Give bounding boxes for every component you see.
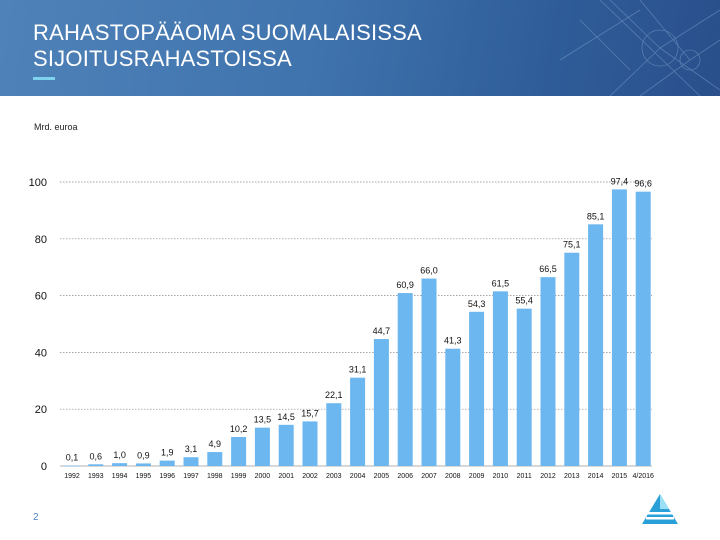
bar-value-label: 0,1 xyxy=(66,453,79,463)
bar-value-label: 10,2 xyxy=(230,424,248,434)
y-axis-unit-label: Mrd. euroa xyxy=(34,122,78,132)
bar xyxy=(516,308,532,466)
page-number: 2 xyxy=(33,512,39,523)
x-tick-label: 2000 xyxy=(255,473,271,480)
bar-value-label: 66,5 xyxy=(539,264,557,274)
bar xyxy=(207,452,223,466)
bar-value-label: 44,7 xyxy=(373,326,391,336)
y-tick-label: 60 xyxy=(35,291,47,303)
bar xyxy=(350,377,366,466)
bar-value-label: 1,0 xyxy=(113,450,126,460)
bar xyxy=(397,293,413,466)
bar-value-label: 60,9 xyxy=(396,280,414,290)
company-logo-icon xyxy=(642,494,678,524)
x-tick-label: 1995 xyxy=(136,473,152,480)
bar xyxy=(64,465,80,467)
bar xyxy=(611,189,627,466)
x-tick-label: 1992 xyxy=(64,473,80,480)
bar-value-label: 13,5 xyxy=(254,415,272,425)
x-tick-label: 4/2016 xyxy=(632,473,654,480)
bar xyxy=(421,278,437,466)
bar-value-label: 55,4 xyxy=(515,296,533,306)
bar xyxy=(492,291,508,466)
x-tick-label: 2004 xyxy=(350,473,366,480)
x-tick-label: 2006 xyxy=(397,473,413,480)
x-tick-label: 2012 xyxy=(540,473,556,480)
title-accent-line xyxy=(33,77,55,80)
bar-value-label: 3,1 xyxy=(185,444,198,454)
bar xyxy=(159,460,175,466)
bar-value-label: 31,1 xyxy=(349,365,367,375)
x-tick-label: 1997 xyxy=(183,473,199,480)
x-tick-label: 2015 xyxy=(612,473,628,480)
x-tick-label: 1996 xyxy=(159,473,175,480)
bar-value-label: 22,1 xyxy=(325,390,343,400)
bar xyxy=(88,464,104,466)
slide-title: RAHASTOPÄÄOMA SUOMALAISISSA SIJOITUSRAHA… xyxy=(33,20,422,72)
x-tick-label: 2003 xyxy=(326,473,342,480)
x-tick-label: 2014 xyxy=(588,473,604,480)
bar-value-label: 41,3 xyxy=(444,336,462,346)
bar-value-label: 66,0 xyxy=(420,266,438,276)
bar xyxy=(302,421,318,466)
bar xyxy=(588,224,604,466)
bar-value-label: 0,6 xyxy=(90,451,103,461)
bar xyxy=(635,191,651,466)
bar xyxy=(373,339,389,466)
bar-value-label: 54,3 xyxy=(468,299,486,309)
bar-value-label: 1,9 xyxy=(161,448,174,458)
bar-value-label: 85,1 xyxy=(587,211,605,221)
title-banner: RAHASTOPÄÄOMA SUOMALAISISSA SIJOITUSRAHA… xyxy=(0,0,720,96)
x-tick-label: 2007 xyxy=(421,473,437,480)
title-line-2: SIJOITUSRAHASTOISSA xyxy=(33,46,292,71)
bar xyxy=(112,463,128,466)
bar xyxy=(564,252,580,466)
x-tick-label: 1998 xyxy=(207,473,223,480)
x-tick-label: 2002 xyxy=(302,473,318,480)
y-tick-label: 80 xyxy=(35,234,47,246)
y-tick-label: 20 xyxy=(35,404,47,416)
bar xyxy=(469,311,485,466)
title-line-1: RAHASTOPÄÄOMA SUOMALAISISSA xyxy=(33,20,422,45)
x-tick-label: 2010 xyxy=(493,473,509,480)
x-tick-label: 2011 xyxy=(517,473,532,480)
x-tick-label: 2009 xyxy=(469,473,485,480)
y-tick-label: 100 xyxy=(29,177,47,189)
x-tick-label: 1999 xyxy=(231,473,247,480)
bar xyxy=(278,424,294,466)
x-tick-label: 2005 xyxy=(374,473,390,480)
x-tick-label: 2013 xyxy=(564,473,580,480)
decorative-pattern-icon xyxy=(559,0,720,96)
bar xyxy=(183,457,199,466)
bar-value-label: 61,5 xyxy=(492,278,510,288)
bar-value-label: 14,5 xyxy=(277,412,295,422)
bar-value-label: 15,7 xyxy=(301,408,319,418)
bar xyxy=(254,427,270,466)
bar xyxy=(135,463,151,466)
bar-value-label: 4,9 xyxy=(209,439,222,449)
bar-value-label: 96,6 xyxy=(634,179,652,189)
x-tick-label: 1993 xyxy=(88,473,104,480)
bar-value-label: 75,1 xyxy=(563,240,581,250)
bar-value-label: 97,4 xyxy=(611,176,629,186)
x-tick-label: 1994 xyxy=(112,473,128,480)
y-tick-label: 0 xyxy=(41,461,47,473)
bar xyxy=(445,348,461,466)
y-tick-label: 40 xyxy=(35,347,47,359)
bar-value-label: 0,9 xyxy=(137,450,150,460)
bar xyxy=(326,403,342,466)
x-tick-label: 2001 xyxy=(278,473,294,480)
bar xyxy=(231,437,247,466)
bar xyxy=(540,277,556,466)
x-tick-label: 2008 xyxy=(445,473,461,480)
